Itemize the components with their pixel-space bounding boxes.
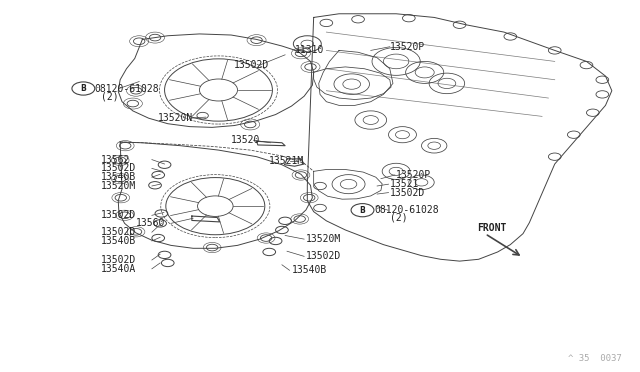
Text: 13502D: 13502D	[101, 227, 136, 237]
Text: B: B	[360, 206, 365, 215]
Text: 13520P: 13520P	[396, 170, 431, 180]
Text: 13502D: 13502D	[234, 60, 269, 70]
Text: 13540B: 13540B	[101, 172, 136, 182]
Text: 13502D: 13502D	[306, 251, 341, 262]
Text: 13502D: 13502D	[101, 163, 136, 173]
Text: 13520N: 13520N	[158, 113, 193, 123]
Text: 13502D: 13502D	[101, 210, 136, 220]
Text: 13520M: 13520M	[101, 181, 136, 191]
Text: FRONT: FRONT	[477, 223, 507, 233]
Text: 13560: 13560	[136, 218, 165, 228]
Text: (2): (2)	[101, 91, 119, 101]
Text: 13540B: 13540B	[291, 265, 326, 275]
Text: 13521M: 13521M	[269, 156, 305, 166]
Text: 13540B: 13540B	[101, 236, 136, 246]
Text: 13502D: 13502D	[101, 255, 136, 265]
Text: 13521: 13521	[390, 179, 419, 189]
Text: 13562: 13562	[101, 155, 131, 165]
Text: 13520P: 13520P	[390, 42, 425, 52]
Text: 13520M: 13520M	[306, 234, 341, 244]
Text: 08120-61028: 08120-61028	[95, 84, 159, 94]
Text: (2): (2)	[390, 212, 408, 222]
Text: ^ 35  0037: ^ 35 0037	[568, 354, 621, 363]
Text: B: B	[81, 84, 86, 93]
Text: 11310: 11310	[294, 45, 324, 55]
Text: 13540A: 13540A	[101, 264, 136, 274]
Text: 08120-61028: 08120-61028	[374, 205, 438, 215]
Text: 13502D: 13502D	[390, 187, 425, 198]
Text: 13520: 13520	[231, 135, 260, 145]
